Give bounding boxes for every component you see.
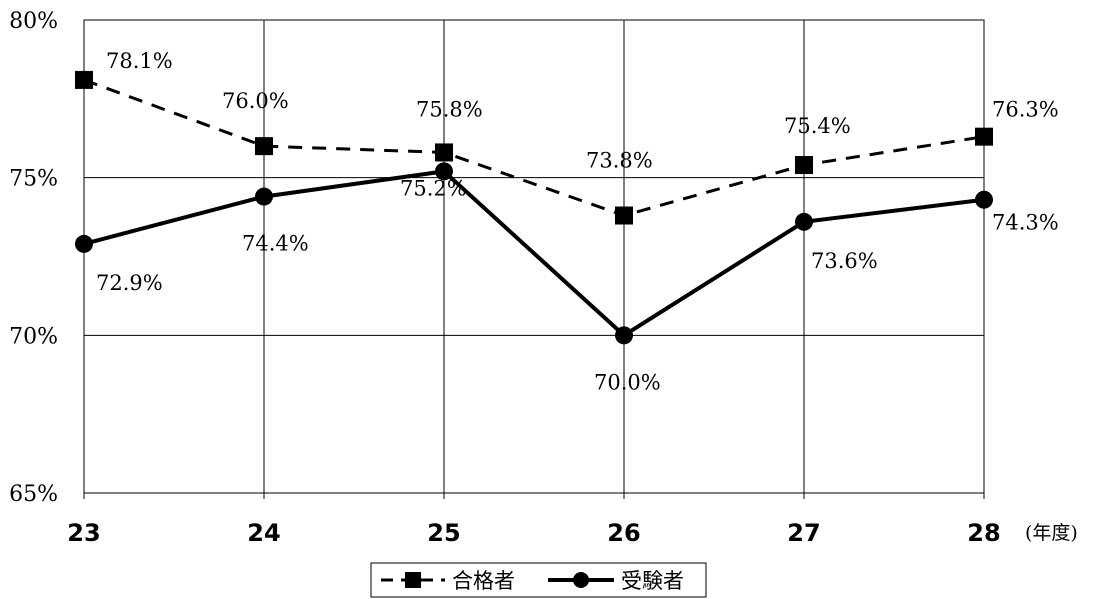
data-point-square <box>615 206 633 225</box>
series-line-2 <box>83 169 985 338</box>
data-point-square <box>795 156 813 175</box>
y-tick-label: 65% <box>9 482 58 507</box>
data-label: 78.1% <box>106 49 173 73</box>
data-label: 75.4% <box>784 114 851 138</box>
x-tick-label: 25 <box>427 519 460 547</box>
data-point-circle <box>255 187 273 206</box>
legend-label-2: 受験者 <box>621 569 684 593</box>
data-label: 73.6% <box>811 249 878 273</box>
x-tick-label: 28 <box>967 519 1000 547</box>
series-line-1 <box>83 78 985 218</box>
data-point-circle <box>75 234 93 253</box>
data-point-circle <box>975 190 993 209</box>
data-label: 75.2% <box>400 176 467 200</box>
x-axis-unit: (年度) <box>1025 522 1078 544</box>
legend: 合格者 受験者 <box>370 562 707 598</box>
data-labels: 78.1% 76.0% 75.8% 73.8% 75.4% 76.3% 72.9% 74.4%… <box>96 49 1059 394</box>
x-tick-label: 27 <box>787 519 820 547</box>
data-label: 70.0% <box>594 370 661 394</box>
data-point-circle <box>435 162 453 181</box>
series-layer <box>75 70 993 345</box>
data-label: 76.3% <box>992 98 1059 122</box>
y-tick-label: 70% <box>9 324 58 349</box>
data-point-square <box>75 70 93 89</box>
data-label: 75.8% <box>416 97 483 121</box>
grid <box>83 19 985 499</box>
data-point-square <box>255 137 273 156</box>
x-tick-label: 26 <box>607 519 640 547</box>
data-label: 73.8% <box>586 149 653 173</box>
data-point-square <box>435 143 453 162</box>
data-point-square <box>975 127 993 146</box>
data-label: 74.3% <box>992 211 1059 235</box>
data-point-circle <box>795 212 813 231</box>
x-tick-label: 24 <box>247 519 280 547</box>
legend-marker-circle <box>573 572 589 588</box>
y-tick-label: 80% <box>9 9 58 34</box>
data-label: 76.0% <box>222 89 289 113</box>
x-axis-ticks: 23 24 25 26 27 28 <box>67 519 1000 547</box>
data-label: 72.9% <box>96 271 163 295</box>
data-label: 74.4% <box>242 232 309 256</box>
x-tick-label: 23 <box>67 519 100 547</box>
data-point-circle <box>615 326 633 345</box>
legend-label-1: 合格者 <box>452 569 515 593</box>
y-axis-ticks: 65% 70% 75% 80% <box>9 9 58 507</box>
y-tick-label: 75% <box>9 167 58 192</box>
legend-marker-square <box>405 572 421 588</box>
